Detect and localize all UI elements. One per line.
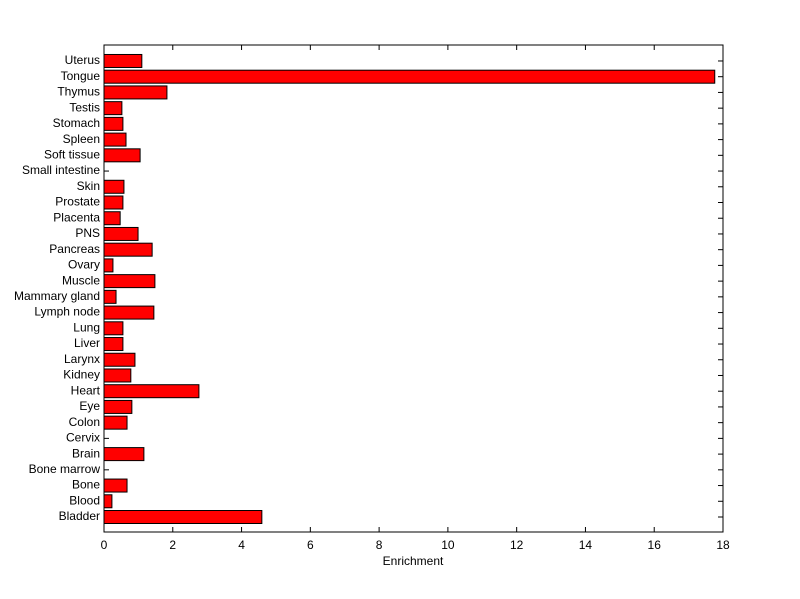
y-tick-label: Larynx	[64, 352, 100, 366]
x-tick-label: 6	[307, 538, 314, 552]
y-tick-label: Cervix	[66, 431, 100, 445]
y-tick-label: Bladder	[59, 509, 100, 523]
y-tick-label: Testis	[69, 100, 100, 114]
y-tick-label: Soft tissue	[44, 147, 100, 161]
y-tick-label: Colon	[69, 415, 100, 429]
bar	[103, 116, 124, 131]
bar	[103, 305, 155, 320]
bar	[103, 242, 153, 257]
y-tick-label: Blood	[69, 493, 100, 507]
bar	[103, 321, 124, 336]
x-tick-label: 8	[376, 538, 383, 552]
bar	[103, 447, 145, 462]
x-tick-label: 2	[169, 538, 176, 552]
x-tick-label: 0	[101, 538, 108, 552]
bar	[103, 69, 716, 84]
bar	[103, 494, 113, 509]
y-tick-label: Bone marrow	[29, 462, 101, 476]
bar	[103, 179, 125, 194]
x-tick-label: 18	[716, 538, 730, 552]
y-tick-label: Eye	[79, 399, 100, 413]
bar	[103, 274, 156, 289]
bar	[103, 195, 124, 210]
y-tick-label: Kidney	[63, 368, 100, 382]
y-tick-label: Small intestine	[22, 163, 100, 177]
bar	[103, 148, 141, 163]
x-tick-label: 10	[441, 538, 455, 552]
x-tick-label: 16	[648, 538, 662, 552]
y-tick-label: Lung	[73, 320, 100, 334]
y-tick-label: Brain	[72, 446, 100, 460]
bar	[103, 289, 117, 304]
x-tick-label: 4	[238, 538, 245, 552]
bar	[103, 352, 136, 367]
bar	[103, 101, 123, 116]
x-tick-label: 14	[579, 538, 593, 552]
y-tick-label: Heart	[71, 383, 101, 397]
bar	[103, 368, 132, 383]
y-tick-label: Stomach	[53, 116, 100, 130]
y-tick-label: Bone	[72, 478, 100, 492]
bar	[103, 510, 263, 524]
bar	[103, 211, 121, 226]
y-tick-label: Tongue	[61, 69, 101, 83]
bar	[103, 226, 139, 241]
y-tick-label: Thymus	[57, 85, 100, 99]
y-tick-label: Mammary gland	[14, 289, 100, 303]
bar	[103, 53, 143, 68]
bar	[103, 415, 128, 430]
y-tick-label: PNS	[75, 226, 100, 240]
y-tick-label: Ovary	[68, 258, 100, 272]
bar	[103, 399, 133, 414]
bar	[103, 384, 200, 399]
bar	[103, 337, 124, 352]
x-axis-label: Enrichment	[383, 554, 444, 568]
y-tick-label: Pancreas	[49, 242, 100, 256]
x-tick-label: 12	[510, 538, 524, 552]
y-tick-label: Lymph node	[34, 305, 100, 319]
y-tick-label: Spleen	[63, 132, 100, 146]
y-tick-label: Skin	[77, 179, 100, 193]
bar	[103, 132, 127, 147]
y-tick-label: Muscle	[62, 273, 100, 287]
bar	[103, 85, 168, 100]
y-tick-label: Uterus	[65, 53, 100, 67]
bar	[103, 478, 128, 493]
y-tick-label: Liver	[74, 336, 100, 350]
plot-frame	[103, 44, 724, 533]
bar	[103, 258, 114, 273]
y-tick-label: Prostate	[55, 195, 100, 209]
y-tick-label: Placenta	[53, 210, 100, 224]
